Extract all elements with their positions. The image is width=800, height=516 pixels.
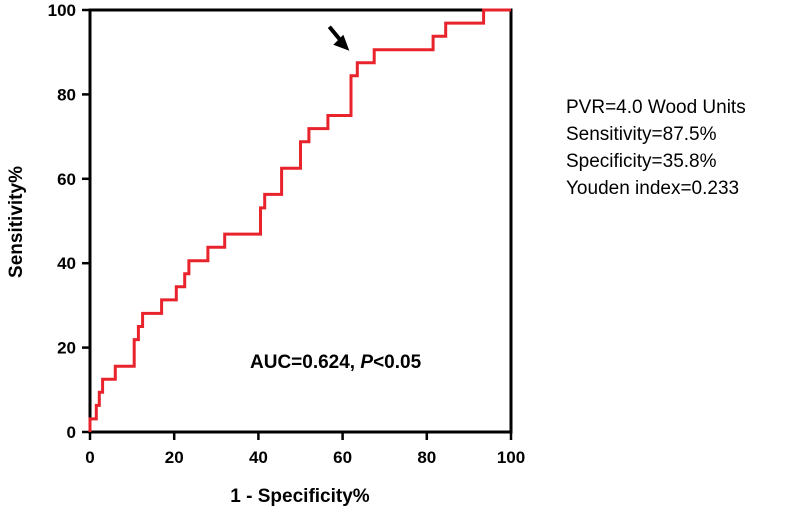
x-tick-label: 100 (497, 448, 525, 467)
x-tick-label: 60 (333, 448, 352, 467)
auc-value: AUC=0.624, (250, 352, 361, 373)
y-tick-label: 0 (67, 423, 76, 442)
cutoff-arrow-icon (327, 25, 350, 51)
y-tick-label: 60 (57, 170, 76, 189)
cutoff-sensitivity: Sensitivity=87.5% (566, 124, 717, 145)
arrow-head (333, 34, 350, 51)
x-tick-label: 80 (417, 448, 436, 467)
axes (88, 8, 513, 434)
y-tick-label: 80 (57, 85, 76, 104)
plot-frame (88, 8, 513, 434)
x-tick-label: 20 (165, 448, 184, 467)
roc-curve (88, 8, 511, 432)
y-tick-label: 40 (57, 254, 76, 273)
y-axis-title: Sensitivity% (6, 166, 27, 278)
cutoff-pvr: PVR=4.0 Wood Units (566, 97, 746, 118)
x-axis-title: 1 - Specificity% (230, 486, 369, 507)
ticks: 0 20 40 60 80 100 0 20 40 60 80 100 (48, 1, 526, 467)
p-symbol: P (360, 352, 374, 373)
y-tick-label: 100 (48, 1, 76, 20)
x-tick-label: 40 (249, 448, 268, 467)
roc-curve-group (88, 8, 511, 432)
auc-annotation: AUC=0.624, P<0.05 (250, 352, 421, 374)
cutoff-youden: Youden index=0.233 (566, 178, 740, 199)
x-tick-label: 0 (85, 448, 94, 467)
p-value: <0.05 (373, 352, 422, 373)
cutoff-annotation: PVR=4.0 Wood Units Sensitivity=87.5% Spe… (566, 94, 746, 202)
y-tick-label: 20 (57, 339, 76, 358)
cutoff-specificity: Specificity=35.8% (566, 151, 717, 172)
